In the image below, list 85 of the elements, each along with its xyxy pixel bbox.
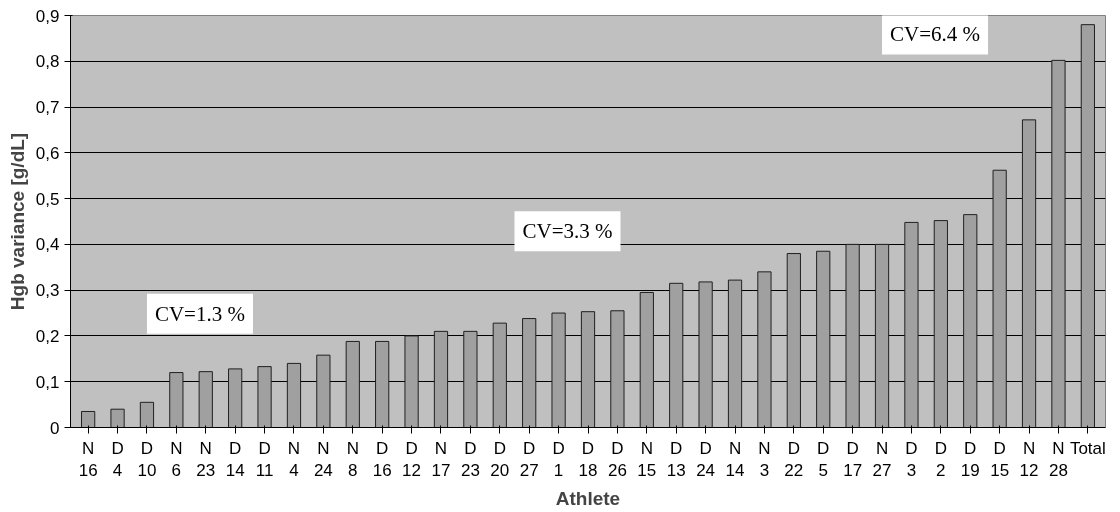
x-tick-label: D 24 xyxy=(696,438,716,481)
y-tick-label: 0,5 xyxy=(35,189,60,209)
y-tick-label: 0,4 xyxy=(35,235,60,255)
x-tick-label: N 12 xyxy=(1019,438,1039,481)
bar xyxy=(580,311,596,428)
x-tick-label: D 17 xyxy=(843,438,863,481)
bar xyxy=(992,169,1007,428)
bar xyxy=(551,312,566,428)
x-tick-label: D 13 xyxy=(666,438,686,481)
x-tick-label: D 5 xyxy=(817,438,830,481)
bar xyxy=(433,330,449,428)
x-tick-label: N 14 xyxy=(725,438,745,481)
bar xyxy=(228,368,243,428)
x-tick-label: D 15 xyxy=(990,438,1010,481)
y-tick-label: 0,7 xyxy=(35,98,60,118)
bar xyxy=(463,330,478,428)
x-tick-label: D 4 xyxy=(111,438,124,481)
bar xyxy=(816,250,831,428)
annotation: CV=6.4 % xyxy=(890,22,981,47)
bar xyxy=(375,340,390,428)
bar xyxy=(169,372,184,428)
y-tick-label: 0,9 xyxy=(35,6,60,26)
bar xyxy=(727,279,743,428)
x-tick-label: N 4 xyxy=(287,438,301,481)
bar xyxy=(110,408,125,428)
bar xyxy=(669,282,684,428)
y-tick-label: 0,2 xyxy=(35,326,60,346)
x-tick-label: D 20 xyxy=(490,438,510,481)
bar xyxy=(610,310,625,428)
bar xyxy=(522,318,537,428)
bar xyxy=(345,340,360,428)
bar xyxy=(492,322,507,428)
bar xyxy=(845,243,860,428)
x-tick-label: Total xyxy=(1069,438,1106,458)
x-tick-label: N 24 xyxy=(313,438,333,481)
y-tick-label: 0,8 xyxy=(35,52,60,72)
bar xyxy=(1021,119,1037,428)
x-tick-label: D 23 xyxy=(460,438,480,481)
x-tick-label: N 27 xyxy=(872,438,892,481)
bar xyxy=(933,220,948,428)
bar xyxy=(1051,59,1066,428)
y-tick-label: 0,6 xyxy=(35,143,60,163)
y-axis-title: Hgb variance [g/dL] xyxy=(6,132,28,311)
x-tick-label: D 11 xyxy=(255,438,274,481)
x-tick-label: N 8 xyxy=(346,438,359,481)
bar xyxy=(257,366,272,428)
x-tick-label: D 26 xyxy=(607,438,627,481)
x-tick-label: D 12 xyxy=(402,438,422,481)
y-tick-label: 0 xyxy=(50,418,60,438)
x-tick-label: D 2 xyxy=(934,438,947,481)
x-tick-label: N 28 xyxy=(1049,438,1068,481)
bar xyxy=(963,214,978,428)
bar xyxy=(316,354,331,428)
x-tick-label: D 27 xyxy=(519,438,539,481)
x-tick-label: D 14 xyxy=(225,438,245,481)
bar xyxy=(1080,24,1095,428)
x-tick-label: N 3 xyxy=(758,438,771,481)
annotation: CV=1.3 % xyxy=(154,301,245,326)
y-tick-label: 0,3 xyxy=(35,281,60,301)
x-tick-label: N 17 xyxy=(431,438,451,481)
x-tick-label: D 3 xyxy=(905,438,918,481)
bar xyxy=(198,371,213,428)
x-tick-label: N 15 xyxy=(637,438,657,481)
x-tick-label: N 6 xyxy=(170,438,183,481)
x-tick-label: D 16 xyxy=(372,438,392,481)
x-tick-label: D 19 xyxy=(960,438,980,481)
bar xyxy=(904,221,919,428)
x-tick-label: N 16 xyxy=(78,438,98,481)
x-axis-title: Athlete xyxy=(555,488,621,510)
x-tick-label: D 10 xyxy=(137,438,157,481)
x-tick-label: D 1 xyxy=(552,438,565,481)
bar xyxy=(698,281,713,428)
bar xyxy=(786,253,801,428)
bar xyxy=(286,362,302,428)
bar xyxy=(139,401,155,428)
bar xyxy=(874,243,890,428)
annotation: CV=3.3 % xyxy=(522,219,613,244)
x-tick-label: D 22 xyxy=(784,438,804,481)
bar xyxy=(757,271,772,428)
bar xyxy=(404,335,419,428)
y-tick-label: 0,1 xyxy=(35,372,60,392)
bar xyxy=(639,291,654,428)
x-tick-label: N 23 xyxy=(196,438,216,481)
bar xyxy=(81,410,96,428)
x-tick-label: D 18 xyxy=(578,438,598,481)
